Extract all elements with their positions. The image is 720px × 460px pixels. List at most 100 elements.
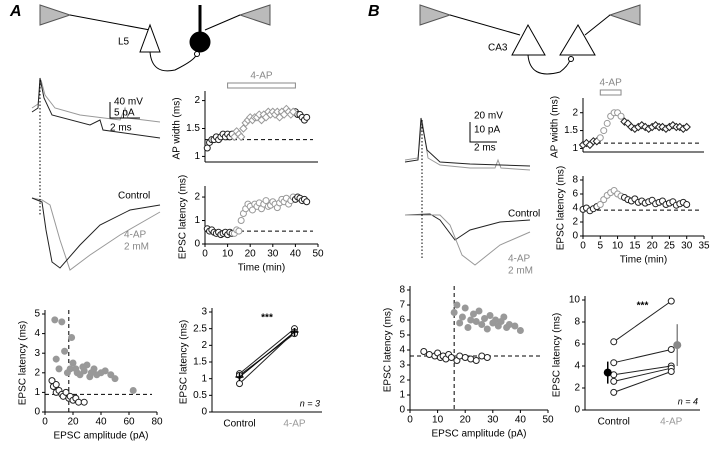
point [236,132,246,142]
panel-letter: A [9,3,22,20]
point [617,112,625,120]
significance: *** [637,301,649,312]
x-axis-label: EPSC amplitude (pA) [53,431,148,442]
point [483,325,491,333]
point [610,359,618,367]
x-tick-label: 30 [267,249,279,260]
y-tick-label: 4 [399,345,405,356]
y-tick-label: 2 [34,367,40,378]
point [464,324,472,331]
y-tick-label: 1 [399,390,405,401]
x-tick-label: 20 [245,249,257,260]
point [420,348,428,355]
x-tick-label: 0 [42,417,48,428]
point [596,134,604,142]
pair-line [613,300,672,343]
point [667,346,675,353]
y-tick-label: 8 [399,285,405,296]
point [596,201,604,208]
y-tick-label: 2 [194,192,200,203]
x-tick-label: 25 [664,241,676,252]
y-tick-label: 10 [569,295,581,306]
y-tick-label: 2 [572,217,578,228]
y-axis-label: EPSC latency (ms) [383,308,394,392]
y-axis-label: EPSC latency (ms) [18,321,29,405]
point [667,368,675,375]
point [500,313,508,321]
pair-line [613,371,672,393]
x-axis-label: Time (min) [620,255,667,266]
y-tick-label: 2 [572,107,578,118]
trace-label: 2 mM [124,242,149,253]
y-tick-label: 0 [201,407,207,418]
y-axis-label: EPSC latency (ms) [552,313,563,397]
point [80,367,88,375]
y-tick-label: 1.5 [186,123,200,134]
point [129,386,137,394]
y-tick-label: 0.5 [193,390,207,401]
y-tick-label: 8 [574,317,580,328]
treatment-label: 4-AP [600,78,623,89]
cell-label: CA3 [488,43,508,54]
point [66,365,74,373]
x-tick-label: 30 [681,241,693,252]
trace-label: 4-AP [124,230,147,241]
y-tick-label: 2 [399,375,405,386]
point [610,377,618,385]
point [450,309,458,316]
point [458,313,466,321]
y-tick-label: 6 [574,339,580,350]
point [603,119,611,127]
point [80,398,88,406]
x-tick-label: 10 [222,249,234,260]
point [107,371,115,379]
point [248,206,256,214]
x-tick-label: 10 [612,241,624,252]
y-tick-label: 2 [574,383,580,394]
traces [404,117,531,266]
schematic [419,4,641,75]
x-tick-label: 80 [151,417,163,428]
n-label: n = 3 [300,398,320,408]
y-tick-label: 8 [572,175,578,186]
y-tick-label: 0 [572,231,578,242]
y-axis-label: AP width (ms) [172,97,183,159]
x-tick-label: 0 [202,249,208,260]
y-tick-label: 1.5 [564,125,578,136]
point [58,318,66,326]
point [478,321,486,328]
point [303,198,311,206]
x-tick-label: 35 [698,241,710,252]
pair-line [613,365,672,376]
y-tick-label: 0 [34,407,40,418]
point [237,217,245,225]
y-tick-label: 1 [194,215,200,226]
y-tick-label: 1 [201,373,207,384]
y-tick-label: 6 [572,189,578,200]
point [90,365,98,373]
y-tick-label: 3 [201,307,207,318]
point [472,318,480,325]
point [111,375,119,383]
y-tick-label: 5 [399,330,405,341]
point [511,322,519,330]
x-axis-label: EPSC amplitude (pA) [431,429,526,440]
y-tick-label: 1 [194,151,200,162]
y-tick-label: 1 [34,387,40,398]
mean-point [673,341,682,350]
x-tick-label: 50 [312,249,324,260]
trace-label: 2 mM [508,266,533,277]
traces [31,77,161,271]
pair-line [613,349,672,364]
point [101,367,109,375]
scale-label: 20 mV [474,111,503,122]
point [51,316,59,324]
point [52,355,60,363]
x-tick-label: Control [223,419,255,430]
point [447,354,455,361]
y-tick-label: 1 [572,143,578,154]
x-axis-label: Time (min) [238,263,285,274]
point [682,122,691,132]
x-tick-label: 0 [407,415,413,426]
